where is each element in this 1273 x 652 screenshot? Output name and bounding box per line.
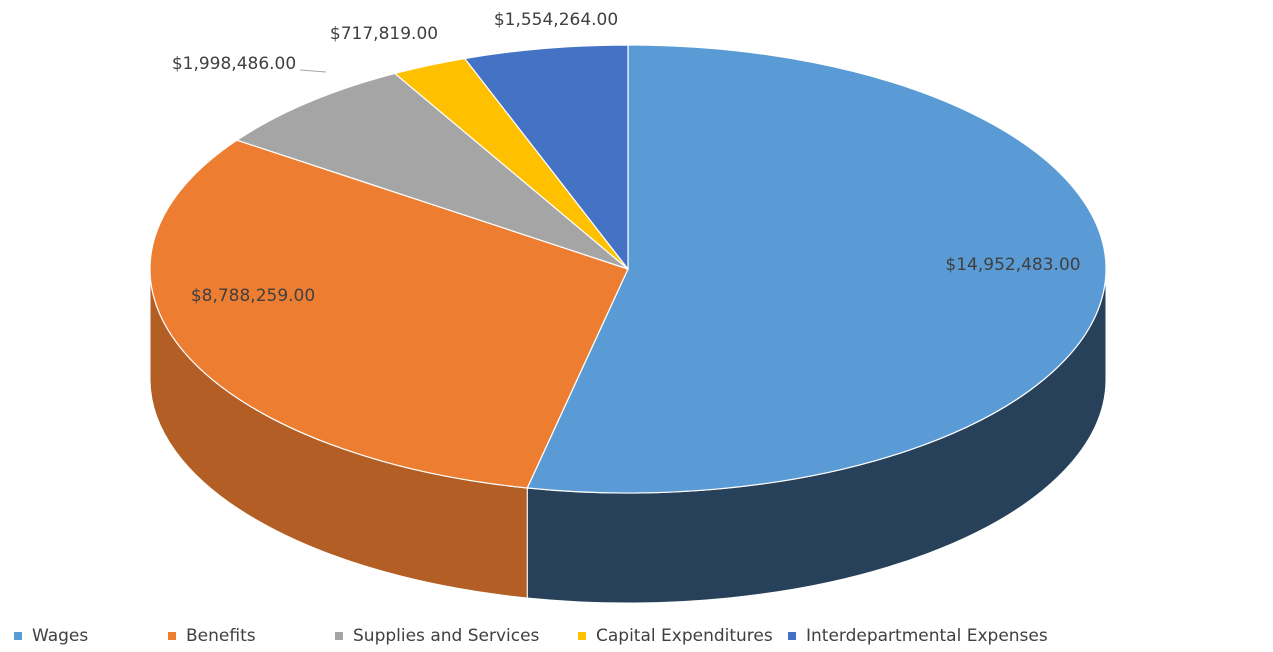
legend-label: Capital Expenditures xyxy=(596,626,773,646)
data-label: $8,788,259.00 xyxy=(191,286,315,306)
legend-swatch xyxy=(335,632,343,640)
slice xyxy=(149,139,629,489)
data-label: $1,998,486.00 xyxy=(172,54,296,74)
data-label: $14,952,483.00 xyxy=(945,255,1080,275)
legend-label: Benefits xyxy=(186,626,256,646)
legend-label: Interdepartmental Expenses xyxy=(806,626,1048,646)
legend-swatch xyxy=(168,632,176,640)
slice xyxy=(235,72,629,270)
leader-line xyxy=(299,69,327,73)
legend-label: Wages xyxy=(32,626,88,646)
legend-label: Supplies and Services xyxy=(353,626,540,646)
legend-swatch xyxy=(788,632,796,640)
data-label: $1,554,264.00 xyxy=(494,10,618,30)
legend-swatch xyxy=(578,632,586,640)
data-label: $717,819.00 xyxy=(330,24,438,44)
slice xyxy=(526,44,1107,494)
legend-swatch xyxy=(14,632,22,640)
slice xyxy=(463,44,629,271)
